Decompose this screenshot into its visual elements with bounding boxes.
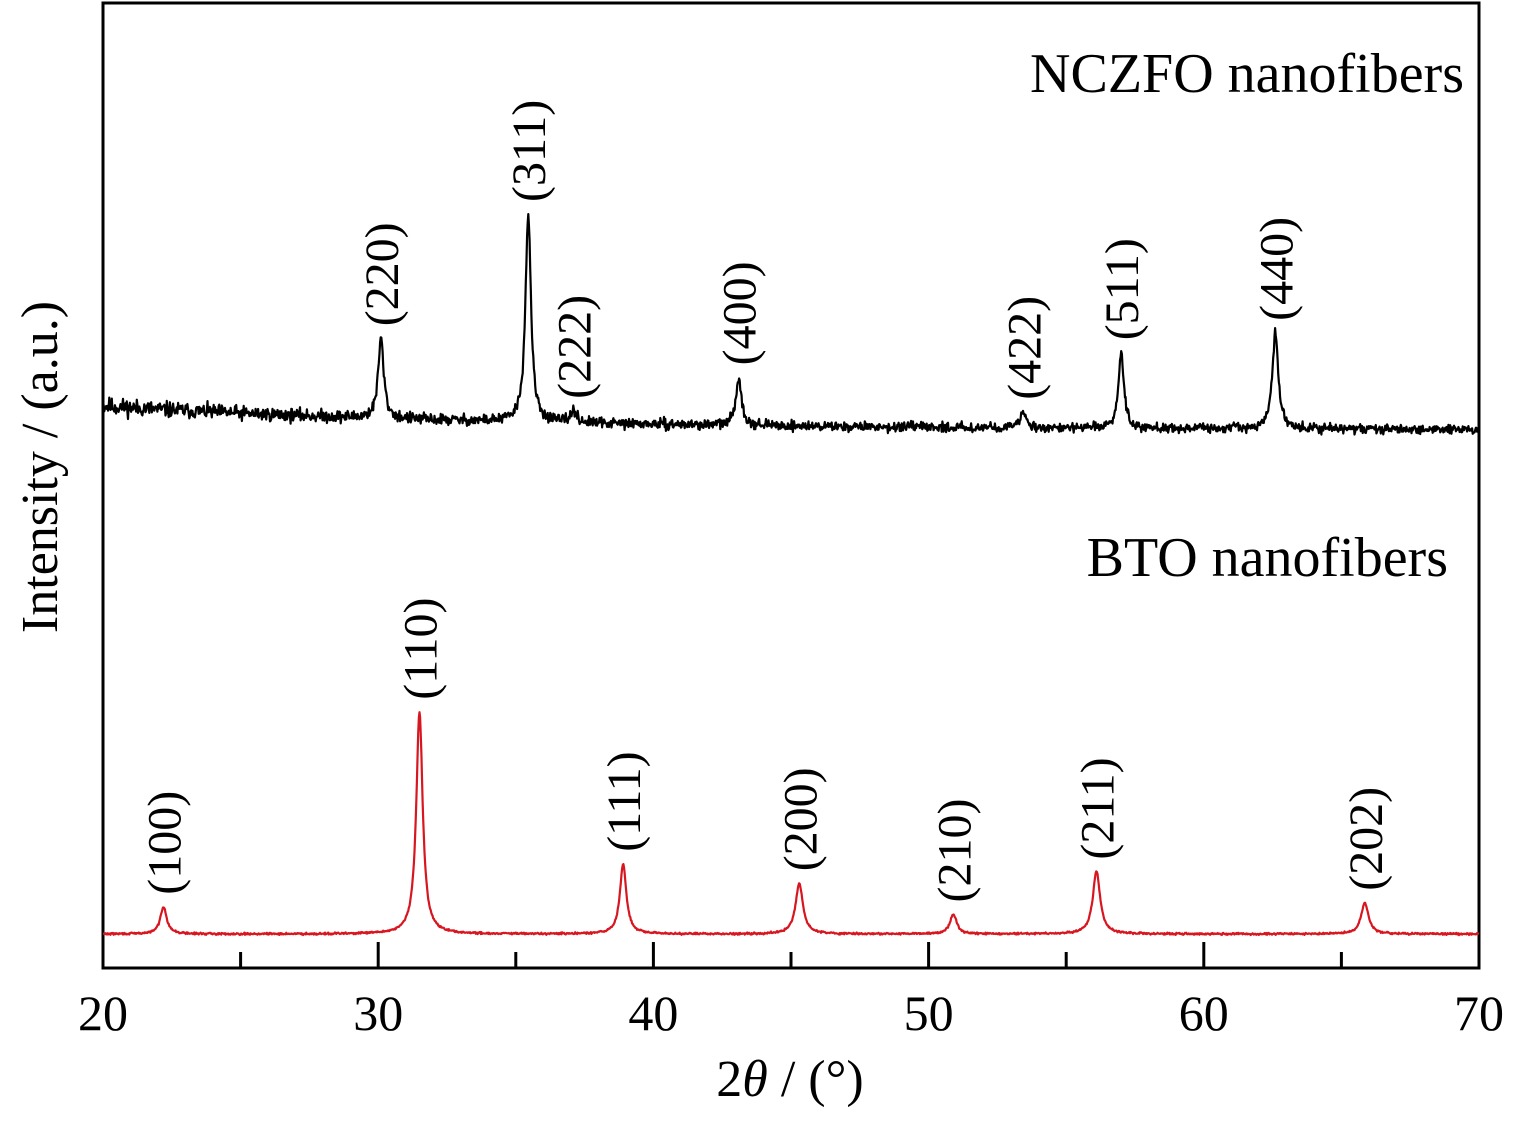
peak-label: (100) — [139, 791, 192, 895]
peak-label: (200) — [774, 767, 827, 871]
peak-label: (422) — [999, 296, 1052, 400]
text-layer: NCZFO nanofibers BTO nanofibers Intensit… — [12, 43, 1464, 1108]
x-tick-label: 30 — [353, 985, 403, 1041]
x-axis-ticks: 20 30 40 50 60 70 — [78, 942, 1504, 1041]
bto-series-label: BTO nanofibers — [1087, 527, 1448, 589]
peak-label: (202) — [1340, 787, 1393, 891]
x-axis-label: 2θ / (°) — [716, 1051, 863, 1108]
peak-label: (311) — [503, 100, 556, 202]
peak-label: (222) — [549, 295, 602, 399]
peak-label: (511) — [1096, 238, 1149, 340]
peak-label: (220) — [356, 222, 409, 326]
x-axis-label-unit: / (°) — [768, 1051, 864, 1108]
peak-label: (211) — [1072, 757, 1125, 859]
x-axis-label-prefix: 2 — [716, 1051, 742, 1108]
peak-label: (400) — [714, 261, 767, 365]
x-tick-label: 70 — [1454, 985, 1504, 1041]
series-layer — [101, 213, 1481, 937]
y-axis-label: Intensity / (a.u.) — [12, 301, 69, 633]
x-tick-label: 50 — [904, 985, 954, 1041]
x-tick-label: 20 — [78, 985, 128, 1041]
series-line-bto — [102, 711, 1480, 937]
ncz-series-label: NCZFO nanofibers — [1030, 43, 1464, 105]
x-tick-label: 60 — [1179, 985, 1229, 1041]
peak-label: (210) — [928, 799, 981, 903]
peak-label: (111) — [598, 751, 651, 851]
peak-label: (110) — [395, 598, 448, 700]
x-axis-label-theta: θ — [742, 1051, 768, 1108]
series-line-ncz — [101, 213, 1481, 436]
x-tick-label: 40 — [628, 985, 678, 1041]
peak-labels: (220) (311) (222) (400) (422) (511) (440) (100)… — [139, 100, 1393, 903]
peak-label: (440) — [1250, 217, 1303, 321]
